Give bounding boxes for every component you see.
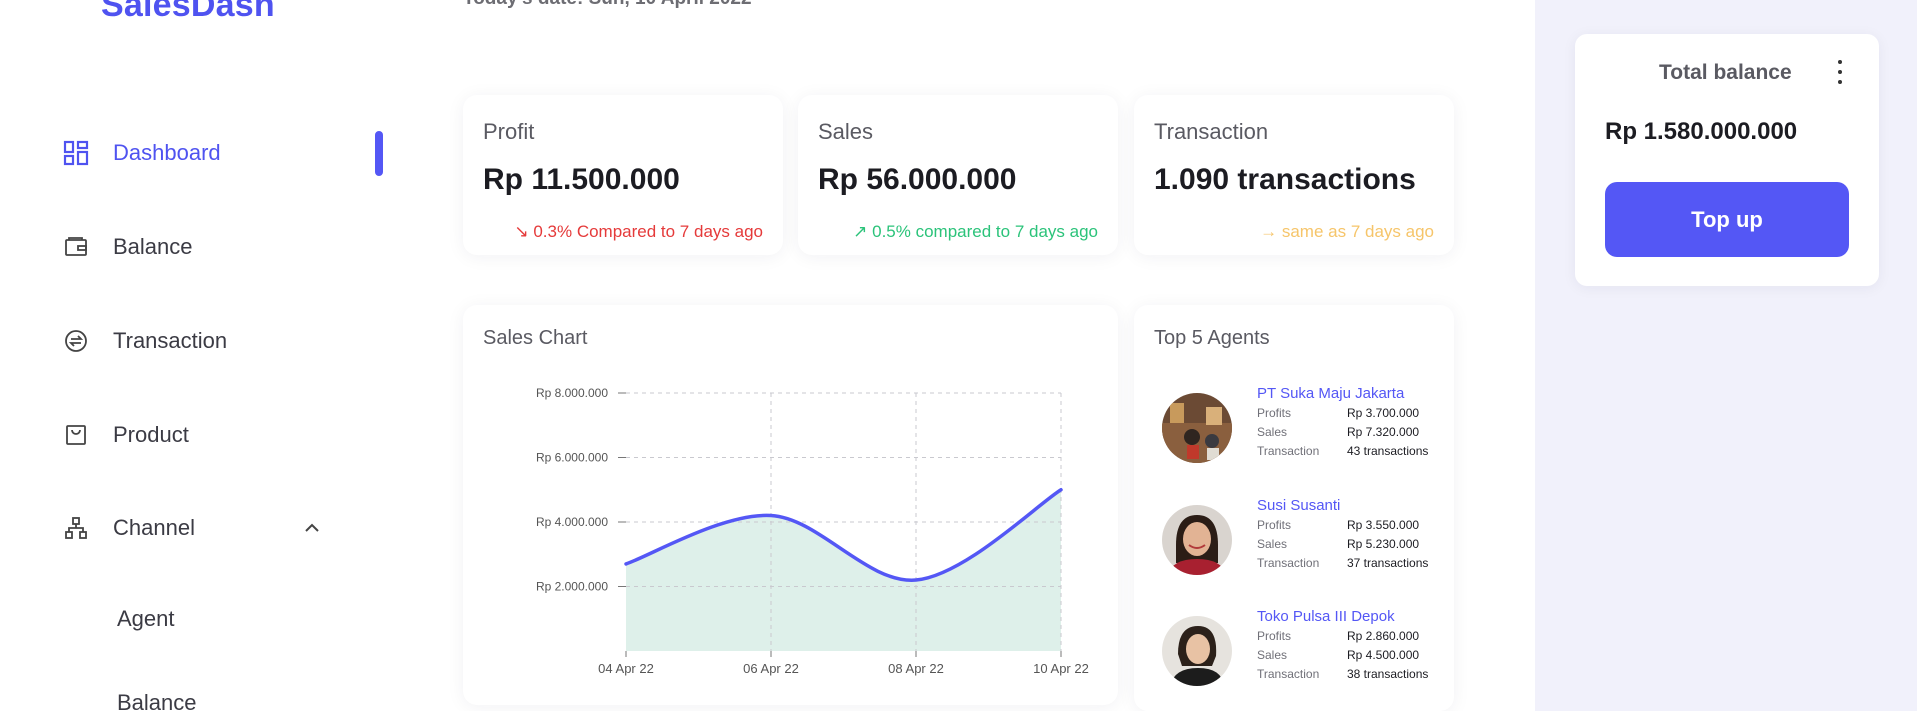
- active-indicator: [375, 131, 383, 176]
- sidebar-item-label: Transaction: [113, 328, 228, 353]
- card-value: Rp 56.000.000: [818, 163, 1017, 196]
- sidebar-subitem-balance[interactable]: Balance: [117, 690, 197, 711]
- more-options-icon[interactable]: [1835, 60, 1845, 84]
- card-comparison: ↗ 0.5% compared to 7 days ago: [853, 222, 1098, 241]
- balance-amount: Rp 1.580.000.000: [1605, 118, 1798, 145]
- card-value: 1.090 transactions: [1154, 163, 1416, 196]
- avatar: [1162, 616, 1232, 686]
- right-panel: Total balance Rp 1.580.000.000 Top up: [1535, 0, 1917, 711]
- agent-item[interactable]: Toko Pulsa III Depok Profits Rp 2.860.000…: [1162, 608, 1452, 708]
- sales-chart-card: Sales Chart Rp 2.000.000 Rp 4.000.000 Rp 6…: [463, 305, 1118, 705]
- date-label: Today's date: Sun, 10 April 2022: [463, 0, 752, 10]
- sidebar-item-balance[interactable]: Balance: [62, 227, 193, 267]
- sidebar-item-label: Balance: [113, 234, 193, 259]
- chevron-up-icon[interactable]: [302, 518, 322, 538]
- agent-name[interactable]: PT Suka Maju Jakarta: [1257, 385, 1405, 402]
- agent-item[interactable]: Susi Susanti Profits Rp 3.550.000 Sales Rp…: [1162, 497, 1452, 597]
- avatar: [1162, 393, 1232, 463]
- chart-area: [626, 489, 1061, 651]
- card-comparison: → same as 7 days ago: [1260, 222, 1434, 241]
- sales-chart: Rp 2.000.000 Rp 4.000.000 Rp 6.000.000 Rp 8…: [536, 386, 1089, 676]
- total-balance-card: Total balance Rp 1.580.000.000 Top up: [1575, 34, 1879, 286]
- chart-x-tick-label: 08 Apr 22: [888, 661, 944, 676]
- chart-title: Sales Chart: [483, 327, 588, 349]
- card-title: Transaction: [1154, 119, 1269, 144]
- card-title: Profit: [483, 119, 535, 144]
- dashboard-icon: [62, 139, 90, 167]
- balance-title: Total balance: [1659, 61, 1792, 84]
- sidebar-item-channel[interactable]: Channel: [62, 508, 195, 548]
- transaction-card: Transaction 1.090 transactions → same as…: [1134, 95, 1454, 255]
- top-agents-card: Top 5 Agents PT Suka Maju Jakarta Profit…: [1134, 305, 1454, 711]
- sidebar-item-dashboard[interactable]: Dashboard: [62, 133, 221, 173]
- agents-title: Top 5 Agents: [1154, 327, 1270, 349]
- chart-y-tick-label: Rp 2.000.000: [536, 580, 608, 594]
- sidebar-item-label: Channel: [113, 515, 195, 540]
- arrow-up-right-icon: ↗: [853, 222, 868, 241]
- chart-y-tick-label: Rp 4.000.000: [536, 515, 608, 529]
- chart-series-line: [624, 488, 1063, 582]
- sidebar-subitem-agent[interactable]: Agent: [117, 606, 175, 631]
- sidebar: SalesDash Dashboard Balance Transaction: [0, 0, 420, 711]
- sidebar-item-label: Product: [113, 422, 189, 447]
- exchange-icon: [62, 327, 90, 355]
- card-title: Sales: [818, 119, 874, 144]
- chart-x-tick-label: 10 Apr 22: [1033, 661, 1089, 676]
- agent-item[interactable]: PT Suka Maju Jakarta Profits Rp 3.700.000…: [1162, 385, 1452, 485]
- sidebar-item-product[interactable]: Product: [62, 415, 189, 455]
- arrow-down-right-icon: ↘: [514, 222, 529, 241]
- network-icon: [62, 514, 90, 542]
- arrow-right-icon: →: [1260, 222, 1278, 241]
- chart-x-tick-label: 04 Apr 22: [598, 661, 654, 676]
- card-comparison: ↘ 0.3% Compared to 7 days ago: [514, 222, 763, 241]
- brand-logo[interactable]: SalesDash: [101, 0, 275, 24]
- profit-card: Profit Rp 11.500.000 ↘ 0.3% Compared to …: [463, 95, 783, 255]
- card-value: Rp 11.500.000: [483, 163, 680, 196]
- chart-y-tick-label: Rp 8.000.000: [536, 386, 608, 400]
- agent-name[interactable]: Susi Susanti: [1257, 497, 1341, 514]
- chart-y-tick-label: Rp 6.000.000: [536, 451, 608, 465]
- chart-x-tick-label: 06 Apr 22: [743, 661, 799, 676]
- sidebar-item-transaction[interactable]: Transaction: [62, 321, 227, 361]
- bag-icon: [62, 421, 90, 449]
- top-up-button[interactable]: Top up: [1605, 182, 1849, 257]
- agent-name[interactable]: Toko Pulsa III Depok: [1257, 608, 1395, 625]
- wallet-icon: [62, 233, 90, 261]
- avatar: [1162, 505, 1232, 575]
- sales-card: Sales Rp 56.000.000 ↗ 0.5% compared to 7…: [798, 95, 1118, 255]
- sidebar-item-label: Dashboard: [113, 140, 221, 165]
